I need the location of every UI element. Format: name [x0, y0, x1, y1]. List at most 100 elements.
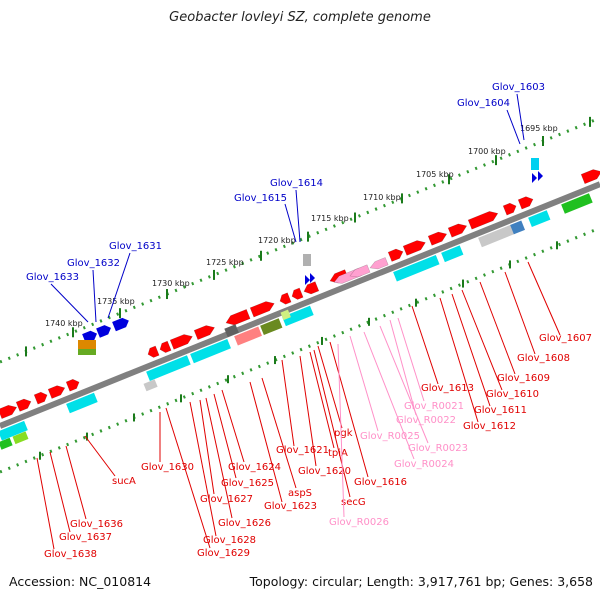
gene-label-red: Glov_1621	[276, 445, 329, 456]
map-title: Geobacter lovleyi SZ, complete genome	[169, 10, 431, 25]
label-leader-line	[281, 359, 295, 447]
label-leader-line	[165, 407, 211, 549]
label-leader-line	[451, 293, 491, 407]
gene-label-red: Glov_1609	[497, 373, 550, 384]
gene-label-red: Glov_1627	[200, 494, 253, 505]
gene-label-red: aspS	[288, 488, 312, 499]
label-leader-line	[295, 189, 301, 243]
gene-label-red: Glov_1611	[474, 405, 527, 416]
accession-text: Accession: NC_010814	[9, 574, 152, 589]
label-leader-line	[329, 341, 369, 478]
label-leader-line	[199, 399, 215, 495]
label-leader-line	[84, 435, 116, 477]
label-leader-line	[411, 305, 439, 385]
label-leader-line	[313, 349, 351, 498]
gene-arrow-red	[65, 378, 80, 392]
gene-label-blue: Glov_1604	[457, 98, 510, 109]
gene-label-blue: Glov_1615	[234, 193, 287, 204]
cds-feature	[0, 420, 28, 441]
gene-label-red: Glov_1630	[141, 462, 194, 473]
gene-label-red: sucA	[112, 476, 136, 487]
gene-arrow-red	[15, 398, 32, 412]
label-leader-line	[36, 457, 55, 550]
ruler-label: 1720 kbp	[258, 236, 296, 245]
gene-label-red: Glov_1607	[539, 333, 592, 344]
ruler-label: 1715 kbp	[311, 214, 349, 223]
blue-marker	[310, 273, 315, 283]
label-leader-line	[284, 203, 297, 243]
cds-feature	[282, 305, 314, 327]
gene-label-pink: Glov_R0021	[404, 401, 464, 412]
gene-label-red: tpiA	[328, 448, 348, 459]
gene-label-pink: Glov_R0025	[360, 431, 420, 442]
gene-label-red: Glov_1613	[421, 383, 474, 394]
gene-arrow-red	[402, 240, 426, 256]
label-leader-line	[65, 445, 87, 520]
gene-label-blue: Glov_1633	[26, 272, 79, 283]
label-leader-line	[92, 269, 97, 323]
gene-box-gray	[303, 254, 311, 266]
cds-feature	[393, 254, 440, 282]
label-leader-line	[363, 331, 415, 460]
cds-feature	[280, 309, 291, 321]
gene-arrow-red	[33, 391, 48, 405]
gene-arrow-blue	[112, 317, 129, 332]
label-leader-line	[379, 325, 429, 444]
gene-label-blue: Glov_1614	[270, 178, 323, 189]
gene-label-red: Glov_1612	[463, 421, 516, 432]
gene-arrow-red	[225, 308, 251, 326]
gene-arrow-red	[169, 334, 193, 350]
gene-arrow-red	[291, 287, 304, 300]
cds-feature	[478, 224, 516, 248]
label-leader-line	[299, 355, 317, 467]
gene-box-cyan	[531, 158, 539, 170]
gene-arrow-red	[517, 196, 534, 210]
gene-arrow-red	[47, 385, 66, 399]
label-leader-line	[213, 393, 237, 479]
cds-feature	[0, 437, 13, 450]
gene-arrow-red	[159, 340, 172, 353]
label-leader-line	[189, 401, 217, 537]
gene-label-blue: Glov_1631	[109, 241, 162, 252]
gene-label-red: Glov_1626	[218, 518, 271, 529]
blue-marker	[305, 275, 310, 285]
gene-box-orange	[78, 340, 96, 350]
ruler-label: 1730 kbp	[152, 279, 190, 288]
gene-label-pink: Glov_R0024	[394, 459, 454, 470]
label-leader-line	[261, 377, 297, 489]
label-leader-line	[205, 397, 233, 519]
label-leader-line	[439, 297, 479, 423]
ruler-label: 1735 kbp	[97, 297, 135, 306]
gene-label-pink: Glov_R0023	[408, 443, 468, 454]
gene-arrow-red	[427, 231, 448, 246]
gene-arrow-red	[467, 211, 499, 230]
gene-arrow-red	[193, 325, 215, 340]
gene-label-red: Glov_1638	[44, 549, 97, 560]
gene-arrow-red	[387, 248, 404, 262]
label-leader-line	[504, 271, 536, 355]
blue-marker	[532, 173, 537, 183]
ruler-label: 1710 kbp	[363, 193, 401, 202]
label-leader-line	[249, 381, 283, 503]
gene-arrow-red	[447, 223, 468, 238]
label-leader-line	[49, 451, 71, 533]
gene-label-red: Glov_1608	[517, 353, 570, 364]
gene-arrow-red	[580, 169, 600, 185]
label-leader-line	[337, 343, 345, 518]
cds-feature	[441, 245, 464, 263]
gene-label-blue: Glov_1632	[67, 258, 120, 269]
gene-arrow-red	[249, 301, 275, 318]
gene-arrow-red	[0, 404, 18, 419]
label-leader-line	[107, 252, 131, 319]
gene-label-red: Glov_1624	[228, 462, 281, 473]
ruler-label: 1700 kbp	[468, 147, 506, 156]
gene-label-red: Glov_1620	[298, 466, 351, 477]
cds-feature	[143, 379, 158, 392]
genome-summary-text: Topology: circular; Length: 3,917,761 bp…	[249, 574, 593, 589]
ruler-label: 1705 kbp	[416, 170, 454, 179]
gene-label-red: Glov_1610	[486, 389, 539, 400]
gene-label-red: Glov_1616	[354, 477, 407, 488]
cds-feature	[234, 326, 262, 346]
